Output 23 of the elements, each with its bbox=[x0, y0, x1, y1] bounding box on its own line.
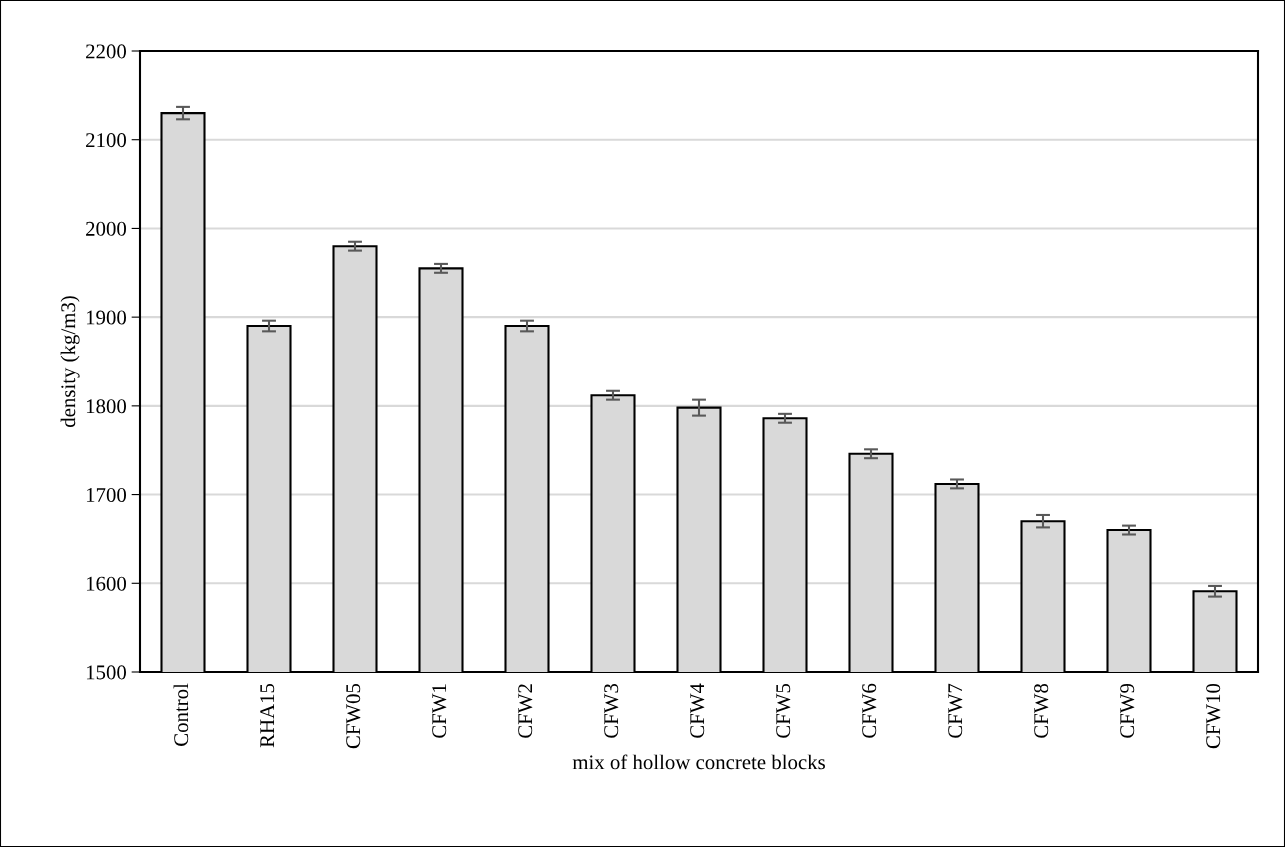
x-tick-label: CFW6 bbox=[862, 683, 877, 738]
x-tick-label: CFW1 bbox=[432, 684, 447, 738]
x-axis-title: mix of hollow concrete blocks bbox=[572, 754, 825, 770]
y-tick-label: 2200 bbox=[86, 44, 127, 59]
x-tick-label: CFW8 bbox=[1034, 683, 1049, 738]
y-tick-label: 1700 bbox=[86, 487, 127, 502]
x-tick-label: CFW4 bbox=[690, 683, 705, 738]
x-tick-label: CFW9 bbox=[1120, 683, 1135, 738]
y-tick-label: 1800 bbox=[86, 399, 127, 414]
y-tick-label: 2100 bbox=[86, 133, 127, 148]
x-tick-label: CFW7 bbox=[948, 683, 963, 738]
x-tick-label: Control bbox=[173, 683, 189, 746]
x-tick-label: CFW5 bbox=[776, 683, 791, 738]
x-tick-label: CFW3 bbox=[604, 683, 619, 738]
y-tick-label: 1900 bbox=[86, 310, 127, 325]
y-tick-label: 2000 bbox=[86, 221, 127, 236]
y-tick-label: 1500 bbox=[86, 665, 127, 680]
x-tick-label: RHA15 bbox=[260, 683, 275, 748]
x-tick-label: CFW05 bbox=[346, 683, 361, 749]
y-axis-title: density (kg/m3) bbox=[60, 296, 80, 427]
x-tick-label: CFW2 bbox=[518, 684, 533, 738]
y-tick-label: 1600 bbox=[86, 576, 127, 591]
x-tick-label: CFW10 bbox=[1206, 683, 1221, 749]
